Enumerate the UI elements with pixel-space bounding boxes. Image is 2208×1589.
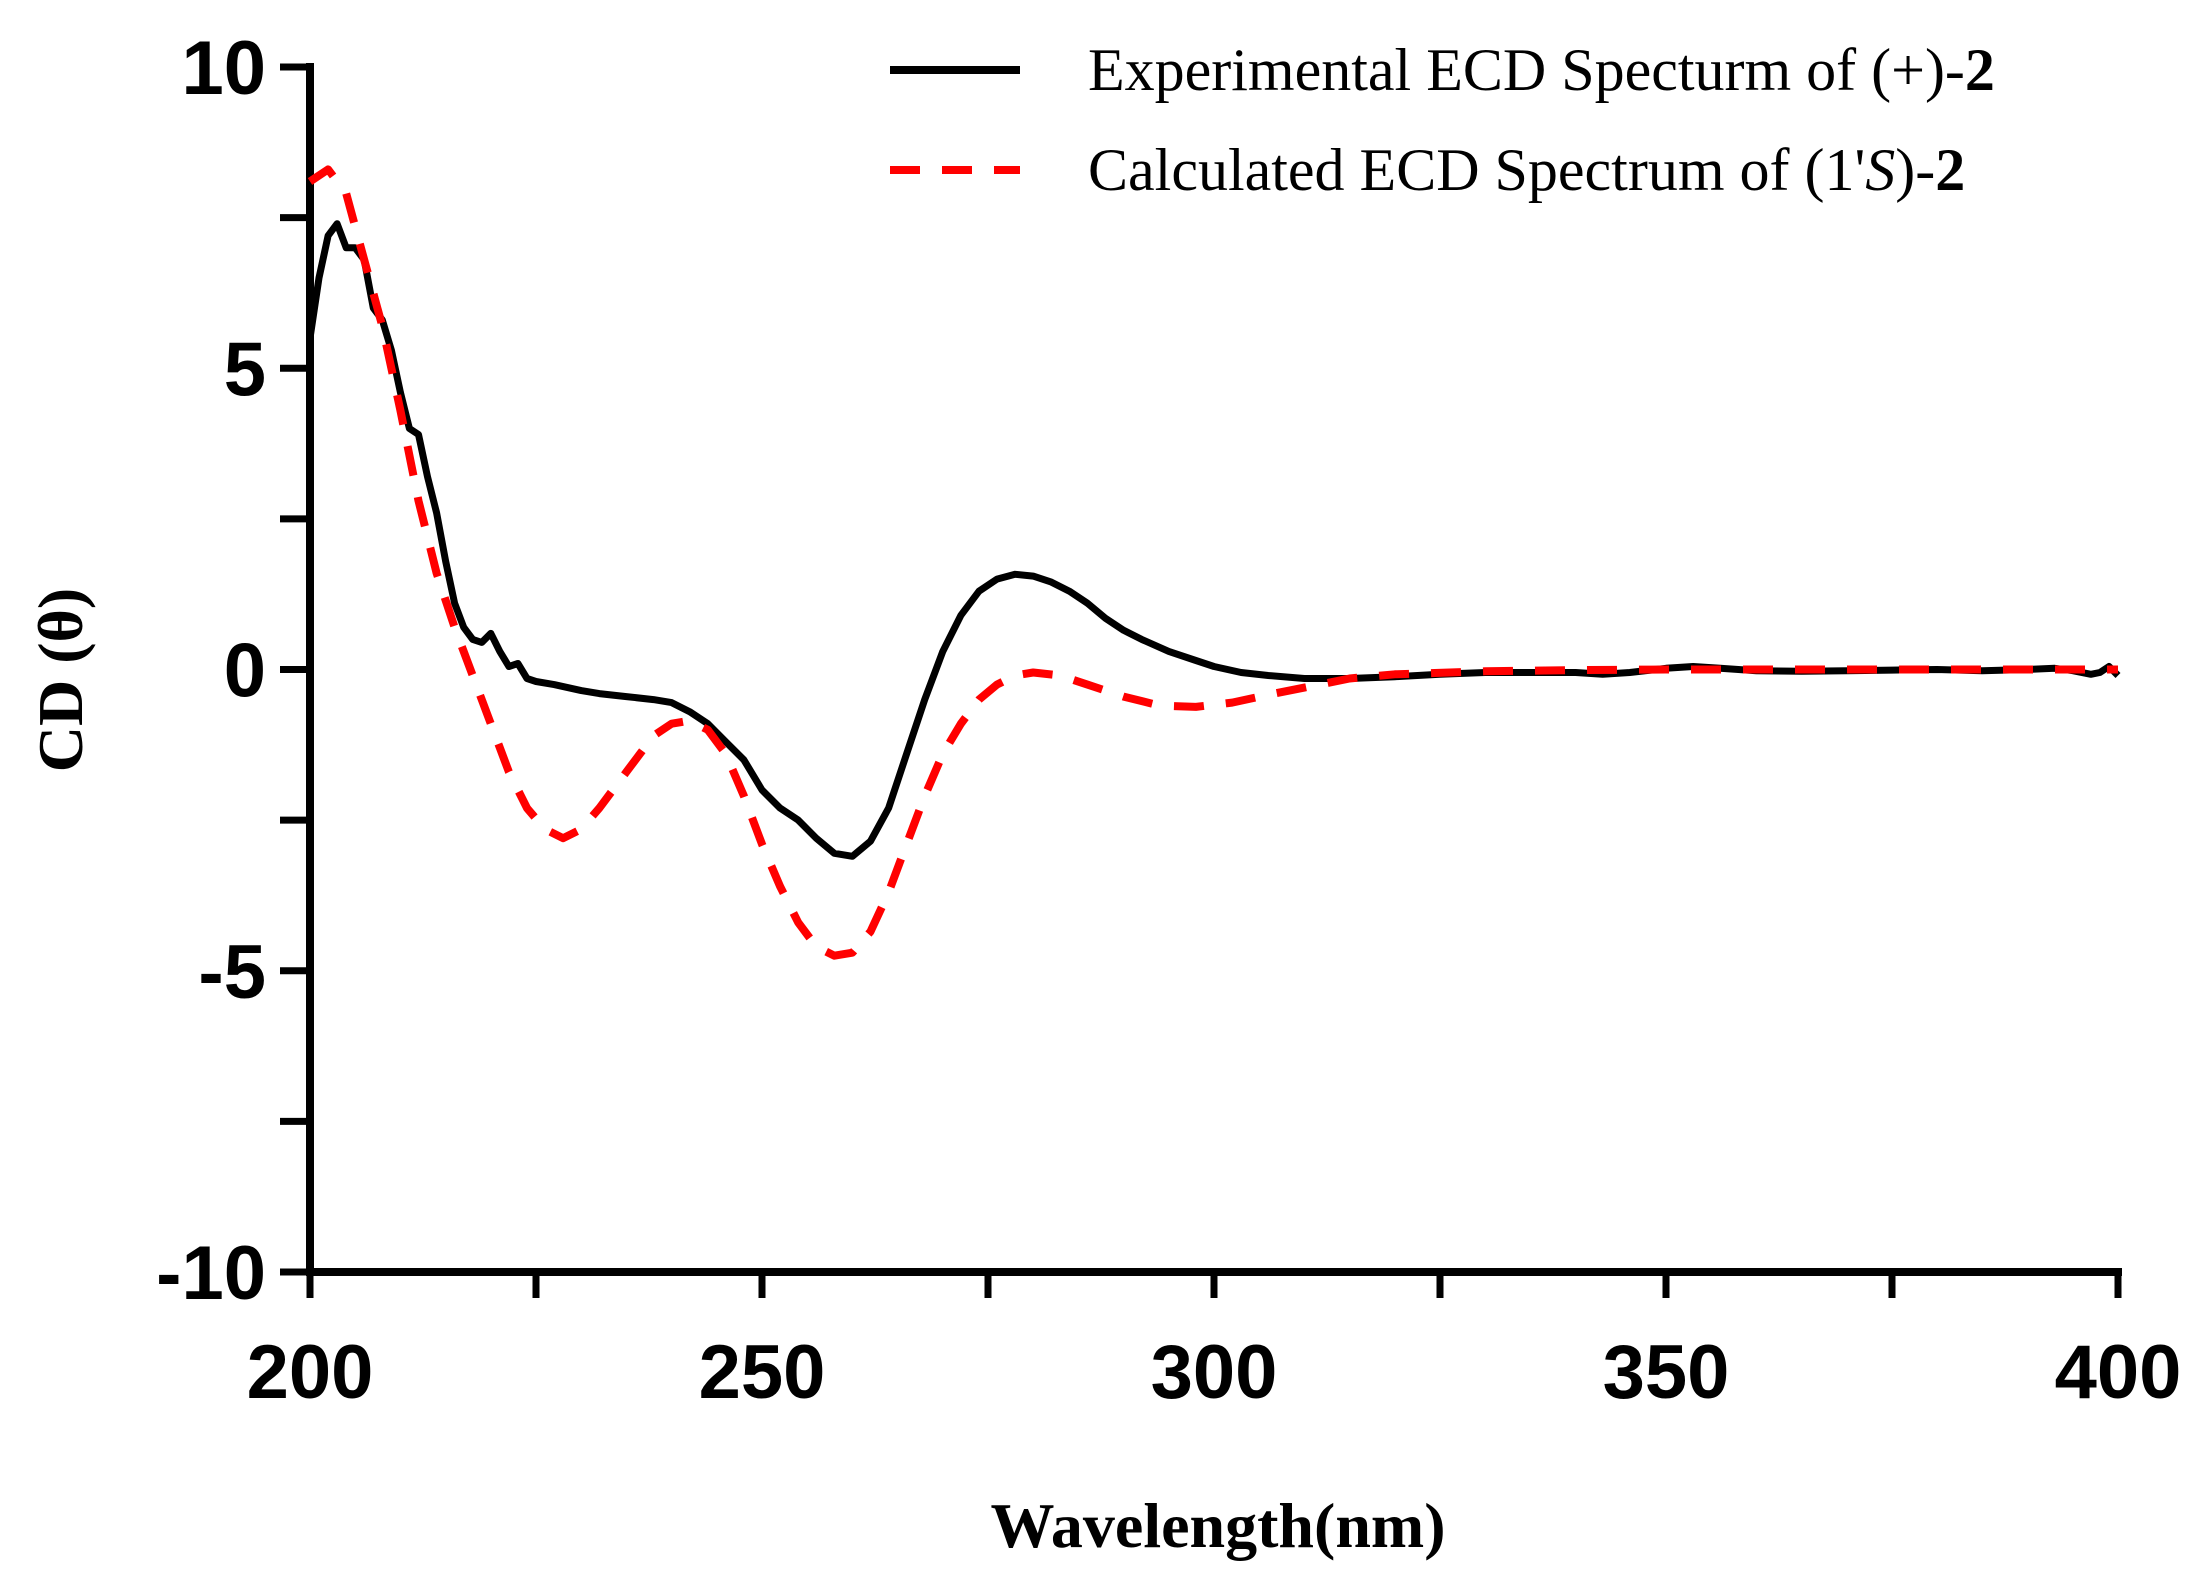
experimental-legend-label: Experimental ECD Specturm of (+)-2 xyxy=(1088,37,1995,103)
x-tick-label: 350 xyxy=(1603,1330,1730,1415)
x-tick-label: 200 xyxy=(247,1330,374,1415)
y-axis-title: CD (θ) xyxy=(25,588,96,772)
experimental-series-line xyxy=(306,220,2121,860)
legend: Experimental ECD Specturm of (+)-2Calcul… xyxy=(890,37,1995,203)
x-tick-label: 400 xyxy=(2055,1330,2182,1415)
experimental-legend-prefix: Experimental ECD Specturm of (+)- xyxy=(1088,37,1965,103)
calculated-legend-bold: 2 xyxy=(1935,137,1965,203)
axes-layer: 200 250 300 350 400 10 5 0 -5 -10 xyxy=(156,26,2181,1415)
calculated-legend-label: Calculated ECD Spectrum of (1'S)-2 xyxy=(1088,137,1965,203)
experimental-legend-bold: 2 xyxy=(1965,37,1995,103)
x-tick-label: 250 xyxy=(699,1330,826,1415)
y-tick-label: -10 xyxy=(156,1231,266,1316)
y-tick-label: 0 xyxy=(224,629,266,714)
series-layer xyxy=(306,165,2121,960)
calculated-legend-prefix: Calculated ECD Spectrum of (1' xyxy=(1088,137,1865,203)
calculated-legend-suffix: )- xyxy=(1895,137,1935,203)
y-tick-label: 5 xyxy=(224,327,266,412)
calculated-series-line xyxy=(307,165,2118,960)
y-tick-label: 10 xyxy=(181,26,266,111)
y-tick-label: -5 xyxy=(198,930,266,1015)
x-axis-title: Wavelength(nm) xyxy=(990,1490,1445,1561)
calculated-legend-italic: S xyxy=(1865,137,1895,203)
x-tick-label: 300 xyxy=(1151,1330,1278,1415)
